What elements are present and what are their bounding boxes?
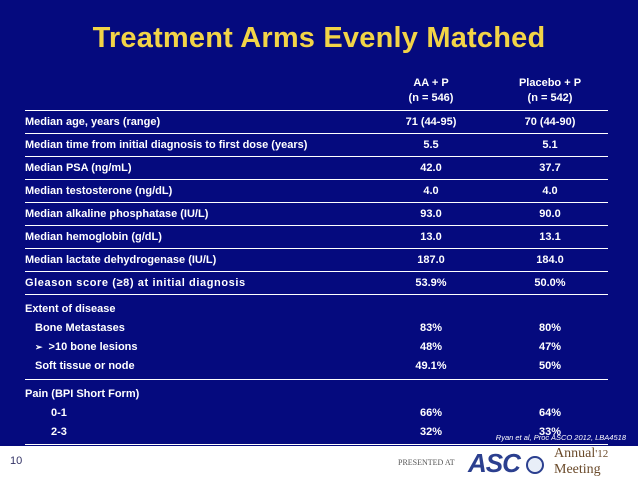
header-placebo: Placebo + P (n = 542) [492, 71, 608, 111]
lesions-aa-value: 48% [419, 341, 443, 353]
table-row: Median alkaline phosphatase (IU/L) 93.0 … [25, 202, 608, 226]
pain-r2-placebo-value: 33% [538, 426, 562, 438]
row-label: Median alkaline phosphatase (IU/L) [25, 202, 370, 226]
row-aa-value: 5.5 [370, 133, 492, 157]
pain-placebo-values: 64% 33% [492, 379, 608, 445]
bone-aa-value: 83% [419, 322, 443, 334]
pain-aa-values: 66% 32% [370, 379, 492, 445]
table-row: Median PSA (ng/mL) 42.0 37.7 [25, 156, 608, 180]
header-placebo-name: Placebo + P [518, 76, 582, 89]
bone-metastases-label: Bone Metastases [35, 322, 125, 334]
row-aa-value: 42.0 [370, 156, 492, 180]
row-aa-value: 71 (44-95) [370, 110, 492, 134]
row-label: Median hemoglobin (g/dL) [25, 225, 370, 249]
extent-heading: Extent of disease [25, 303, 116, 315]
row-placebo-value: 90.0 [492, 202, 608, 226]
arrow-bullet-icon: ➢ [35, 342, 43, 352]
table-row: Median testosterone (ng/dL) 4.0 4.0 [25, 179, 608, 203]
lesions-placebo-value: 47% [538, 341, 562, 353]
globe-icon [526, 456, 544, 474]
baseline-table: AA + P (n = 546) Placebo + P (n = 542) M… [25, 71, 608, 445]
row-label: Median lactate dehydrogenase (IU/L) [25, 248, 370, 272]
row-placebo-value: 13.1 [492, 225, 608, 249]
annual-meeting-wordmark: Annual'12 Meeting [554, 446, 608, 477]
table-row: Median hemoglobin (g/dL) 13.0 13.1 [25, 225, 608, 249]
extent-of-disease-group: Extent of disease Bone Metastases ➢ >10 b… [25, 294, 608, 380]
row-placebo-value: 50.0% [492, 271, 608, 295]
row-aa-value: 93.0 [370, 202, 492, 226]
pain-group: Pain (BPI Short Form) 0-1 2-3 66% 32% 64… [25, 379, 608, 445]
row-label: Median testosterone (ng/dL) [25, 179, 370, 203]
row-placebo-value: 37.7 [492, 156, 608, 180]
logo-year: '12 [595, 448, 609, 460]
bone-lesions-row-label: ➢ >10 bone lesions [25, 338, 370, 357]
citation: Ryan et al, Proc ASCO 2012, LBA4518 [495, 433, 626, 442]
row-label: Median age, years (range) [25, 110, 370, 134]
table-row: Median age, years (range) 71 (44-95) 70 … [25, 110, 608, 134]
soft-tissue-label: Soft tissue or node [35, 360, 135, 372]
header-placebo-n: (n = 542) [527, 91, 573, 104]
asco-annual-meeting-logo: ASC Annual'12 Meeting [468, 446, 632, 478]
header-aa-name: AA + P [413, 76, 449, 89]
pain-r2-label: 2-3 [51, 426, 67, 438]
soft-placebo-value: 50% [538, 360, 562, 372]
row-label: Gleason score (≥8) at initial diagnosis [25, 271, 370, 295]
table-row: Median time from initial diagnosis to fi… [25, 133, 608, 157]
logo-meeting: Meeting [554, 462, 601, 477]
logo-annual: Annual [554, 446, 596, 461]
row-label: Median PSA (ng/mL) [25, 156, 370, 180]
soft-aa-value: 49.1% [415, 360, 447, 372]
header-blank [25, 71, 370, 111]
extent-placebo-values: 80% 47% 50% [492, 294, 608, 380]
bone-placebo-value: 80% [538, 322, 562, 334]
row-label: Median time from initial diagnosis to fi… [25, 133, 370, 157]
row-placebo-value: 184.0 [492, 248, 608, 272]
pain-r1-label: 0-1 [51, 407, 67, 419]
slide-number: 10 [10, 455, 23, 467]
pain-r1-aa-value: 66% [419, 407, 443, 419]
presented-at-label: PRESENTED AT [398, 458, 455, 467]
table-row: Gleason score (≥8) at initial diagnosis … [25, 271, 608, 295]
row-aa-value: 187.0 [370, 248, 492, 272]
row-placebo-value: 5.1 [492, 133, 608, 157]
row-aa-value: 13.0 [370, 225, 492, 249]
asco-wordmark: ASC [468, 448, 521, 478]
row-placebo-value: 4.0 [492, 179, 608, 203]
extent-aa-values: 83% 48% 49.1% [370, 294, 492, 380]
row-placebo-value: 70 (44-90) [492, 110, 608, 134]
extent-labels: Extent of disease Bone Metastases ➢ >10 b… [25, 294, 370, 380]
bone-lesions-label: >10 bone lesions [48, 341, 138, 353]
pain-heading: Pain (BPI Short Form) [25, 388, 140, 400]
row-aa-value: 53.9% [370, 271, 492, 295]
header-aa: AA + P (n = 546) [370, 71, 492, 111]
row-aa-value: 4.0 [370, 179, 492, 203]
table-row: Median lactate dehydrogenase (IU/L) 187.… [25, 248, 608, 272]
pain-r1-placebo-value: 64% [538, 407, 562, 419]
header-row: AA + P (n = 546) Placebo + P (n = 542) [25, 71, 608, 111]
pain-r2-aa-value: 32% [419, 426, 443, 438]
pain-labels: Pain (BPI Short Form) 0-1 2-3 [25, 379, 370, 445]
header-aa-n: (n = 546) [408, 91, 454, 104]
slide-title: Treatment Arms Evenly Matched [92, 22, 546, 54]
